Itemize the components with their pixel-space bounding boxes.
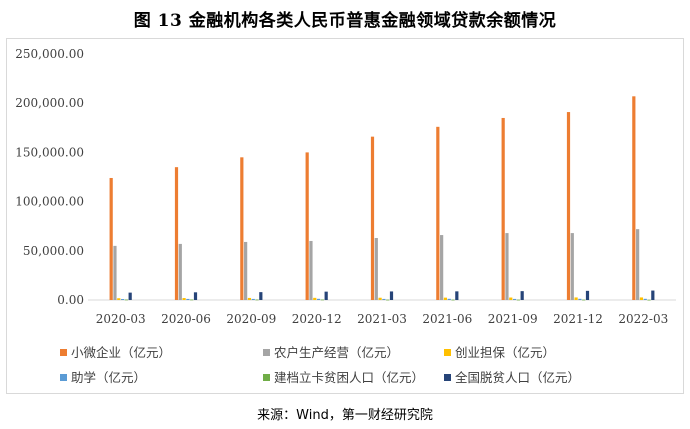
legend-swatch	[444, 349, 451, 356]
x-tick-label: 2020-06	[161, 312, 211, 326]
bar	[109, 177, 113, 300]
legend-label: 全国脱贫人口（亿元）	[455, 370, 581, 385]
x-axis: 2020-03 2020-06 2020-09 2020-12 2021-03 2021-…	[96, 312, 669, 326]
bar	[244, 241, 248, 300]
legend-item-jiandang: 建档立卡贫困人口（亿元）	[263, 367, 424, 386]
bar	[324, 291, 328, 300]
bar	[455, 291, 459, 300]
legend-item-nonghu: 农户生产经营（亿元）	[263, 342, 399, 361]
bar	[190, 299, 194, 301]
chart-title: 图 13 金融机构各类人民币普惠金融领域贷款余额情况	[133, 11, 557, 31]
legend-item-tuopin: 全国脱贫人口（亿元）	[444, 367, 580, 386]
legend-swatch	[263, 374, 270, 381]
bar	[178, 243, 182, 300]
bar	[182, 298, 186, 300]
y-tick-label: 100,000.00	[15, 195, 84, 209]
bar	[509, 297, 513, 300]
bar	[255, 299, 259, 301]
bar	[436, 126, 440, 300]
bar	[512, 298, 517, 300]
legend-label: 小微企业（亿元）	[71, 345, 172, 360]
legend-item-chuangye: 创业担保（亿元）	[444, 342, 555, 361]
y-tick-label: 200,000.00	[15, 96, 84, 110]
bar	[520, 291, 524, 300]
bar	[389, 291, 394, 300]
bar	[251, 298, 255, 300]
bar	[651, 290, 655, 300]
bar	[578, 298, 582, 300]
bar	[320, 299, 324, 301]
bar	[128, 292, 132, 300]
bar	[186, 298, 190, 300]
x-tick-label: 2020-03	[96, 312, 146, 326]
y-axis: 0.00 50,000.00 100,000.00 150,000.00 200,000…	[15, 47, 84, 307]
bar	[505, 233, 509, 300]
legend-label: 建档立卡贫困人口（亿元）	[274, 370, 425, 385]
x-tick-label: 2021-09	[488, 312, 538, 326]
bar	[386, 299, 390, 301]
bar	[501, 117, 505, 301]
bar	[516, 299, 520, 301]
bars-group	[109, 96, 655, 301]
legend-item-xiaowei: 小微企业（亿元）	[60, 342, 171, 361]
x-tick-label: 2020-09	[226, 312, 276, 326]
x-tick-label: 2022-03	[618, 312, 668, 326]
legend-label: 农户生产经营（亿元）	[274, 345, 400, 360]
y-tick-label: 250,000.00	[15, 47, 84, 61]
bar	[440, 235, 444, 300]
bar	[305, 152, 309, 300]
bar	[443, 297, 448, 300]
y-tick-label: 150,000.00	[15, 145, 84, 159]
legend-label: 助学（亿元）	[71, 370, 147, 385]
bar	[566, 112, 571, 300]
bar	[193, 292, 198, 300]
legend-swatch	[263, 349, 270, 356]
chart-frame	[6, 38, 684, 394]
bar	[585, 290, 590, 300]
bar	[370, 136, 375, 300]
bar	[382, 298, 386, 300]
bar	[124, 299, 128, 301]
bar	[632, 96, 636, 300]
legend-label: 创业担保（亿元）	[455, 345, 556, 360]
bar	[247, 297, 252, 300]
bar	[240, 157, 244, 300]
bar	[259, 292, 263, 300]
bar	[570, 233, 574, 300]
bar	[174, 167, 179, 300]
bar	[316, 298, 321, 300]
bar	[374, 238, 378, 300]
bar	[574, 297, 578, 300]
bar	[643, 298, 647, 300]
x-tick-label: 2020-12	[292, 312, 342, 326]
x-tick-label: 2021-06	[422, 312, 472, 326]
bar	[647, 299, 651, 301]
bar	[639, 297, 644, 300]
bar	[636, 229, 640, 300]
source-note: 来源：Wind，第一财经研究院	[257, 408, 433, 423]
bar	[447, 298, 451, 300]
legend-swatch	[444, 374, 451, 381]
bar	[113, 245, 117, 300]
legend-item-zhuxue: 助学（亿元）	[60, 367, 146, 386]
legend-swatch	[60, 349, 67, 356]
bar	[313, 297, 317, 300]
bar	[120, 299, 125, 300]
bar	[451, 299, 455, 301]
x-tick-label: 2021-12	[553, 312, 603, 326]
bar	[309, 240, 313, 300]
legend-swatch	[60, 374, 67, 381]
x-tick-label: 2021-03	[357, 312, 407, 326]
y-tick-label: 50,000.00	[23, 244, 84, 258]
bar	[378, 297, 382, 300]
y-tick-label: 0.00	[57, 293, 84, 307]
bar	[582, 299, 586, 301]
bar	[117, 298, 121, 300]
